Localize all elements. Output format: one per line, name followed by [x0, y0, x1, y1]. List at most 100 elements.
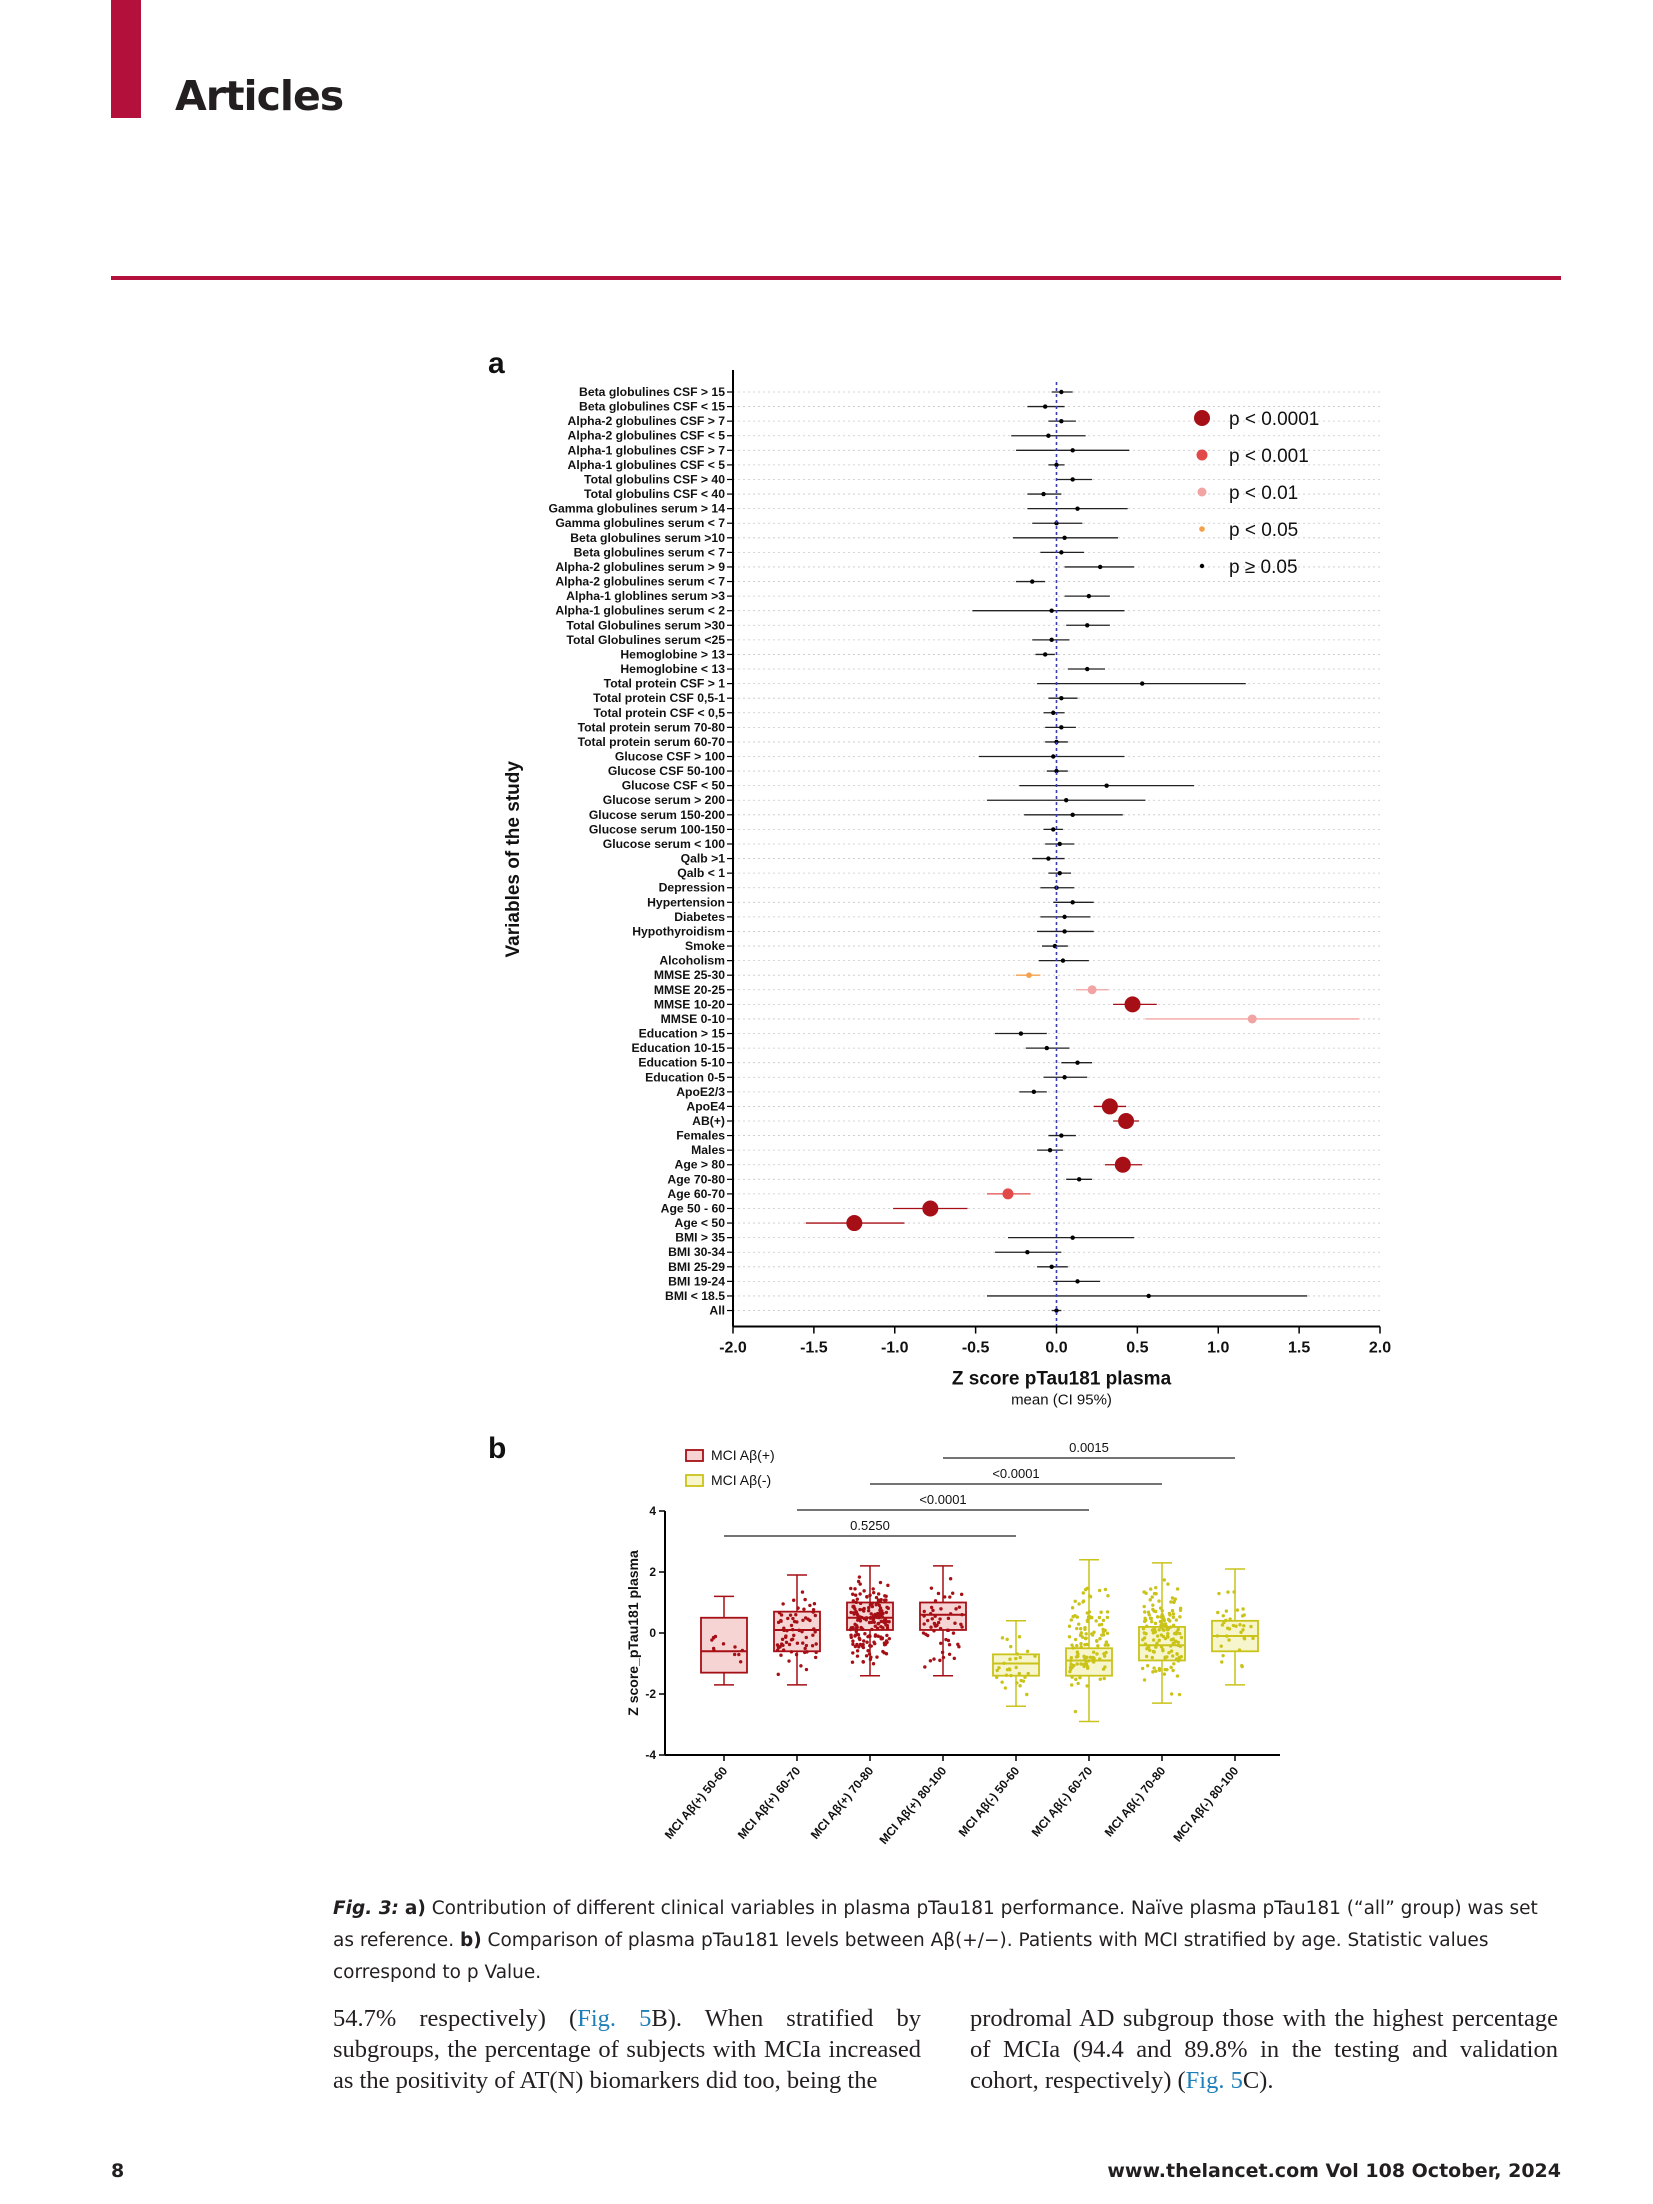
- data-point: [1081, 1662, 1086, 1667]
- data-point: [1175, 1587, 1180, 1591]
- data-point: [941, 1655, 946, 1660]
- data-point: [929, 1605, 934, 1610]
- data-point: [868, 1643, 872, 1648]
- data-point: [803, 1597, 807, 1602]
- data-point: [1152, 1626, 1156, 1631]
- data-point: [1076, 1681, 1080, 1686]
- data-point: [796, 1606, 800, 1610]
- data-point: [1228, 1617, 1232, 1621]
- data-point: [1106, 1593, 1110, 1598]
- mean-point: [1075, 1060, 1080, 1065]
- data-point: [711, 1646, 716, 1651]
- data-point: [1149, 1619, 1154, 1624]
- mean-point: [1060, 958, 1066, 963]
- mean-point: [1247, 1014, 1257, 1024]
- data-point: [1014, 1665, 1018, 1670]
- mean-point: [1018, 1031, 1024, 1036]
- data-point: [1150, 1655, 1154, 1660]
- data-point: [1142, 1590, 1146, 1594]
- data-point: [781, 1602, 785, 1606]
- y-tick-label: Glucose CSF > 100: [615, 750, 725, 764]
- mean-point: [1049, 1264, 1054, 1269]
- mean-point: [1046, 433, 1051, 438]
- data-point: [1103, 1643, 1107, 1647]
- data-point: [862, 1589, 866, 1593]
- data-point: [1158, 1606, 1163, 1610]
- y-tick-label: Age > 80: [675, 1158, 726, 1172]
- data-point: [1104, 1640, 1109, 1644]
- data-point: [1167, 1651, 1171, 1655]
- y-tick-label: Education 0-5: [645, 1070, 725, 1084]
- data-point: [1105, 1615, 1110, 1620]
- data-point: [851, 1592, 855, 1596]
- data-point: [1220, 1660, 1224, 1664]
- y-tick-label: Hypertension: [647, 895, 725, 909]
- data-point: [1095, 1652, 1099, 1656]
- y-tick-label: MMSE 20-25: [654, 983, 725, 997]
- data-point: [1074, 1677, 1078, 1682]
- data-point: [810, 1643, 815, 1648]
- data-point: [805, 1650, 809, 1654]
- y-tick-label: Total protein serum 60-70: [578, 735, 726, 749]
- mean-point: [1087, 985, 1097, 995]
- data-point: [884, 1610, 889, 1615]
- data-point: [861, 1642, 865, 1647]
- y-tick-label: Qalb < 1: [677, 866, 725, 880]
- data-point: [849, 1633, 853, 1637]
- y-tick-label: Total globulins CSF < 40: [584, 487, 725, 501]
- y-tick-label: Education 10-15: [632, 1041, 726, 1055]
- data-point: [1159, 1625, 1163, 1629]
- data-point: [854, 1600, 859, 1605]
- x-tick-label: -0.5: [962, 1340, 990, 1357]
- data-point: [1023, 1675, 1027, 1679]
- data-point: [1157, 1599, 1161, 1603]
- data-point: [1175, 1630, 1179, 1634]
- data-point: [1025, 1692, 1029, 1697]
- data-point: [861, 1608, 865, 1612]
- x-tick-label: 0.5: [1126, 1340, 1148, 1357]
- y-tick-label: Education 5-10: [638, 1056, 725, 1070]
- mean-point: [1031, 1089, 1037, 1095]
- mean-point: [1051, 827, 1056, 832]
- data-point: [1242, 1637, 1247, 1641]
- panel-b-letter: b: [488, 1432, 507, 1465]
- y-tick-label: Glucose serum < 100: [603, 837, 726, 851]
- data-point: [872, 1590, 876, 1595]
- y-axis-title: Variables of the study: [503, 761, 524, 958]
- data-point: [855, 1597, 860, 1601]
- data-point: [1004, 1673, 1009, 1677]
- data-point: [1162, 1628, 1166, 1632]
- data-point: [938, 1658, 942, 1663]
- data-point: [1153, 1621, 1158, 1626]
- mean-point: [1002, 1188, 1014, 1200]
- data-point: [787, 1642, 792, 1647]
- data-point: [885, 1605, 889, 1609]
- data-point: [1157, 1628, 1161, 1632]
- figure-link[interactable]: Fig. 5: [577, 2005, 652, 2032]
- data-point: [930, 1617, 934, 1621]
- data-point: [1021, 1679, 1026, 1683]
- data-point: [1242, 1624, 1246, 1628]
- mean-point: [1124, 996, 1141, 1013]
- data-point: [775, 1648, 780, 1652]
- data-point: [1090, 1615, 1094, 1620]
- data-point: [868, 1633, 872, 1638]
- data-point: [879, 1619, 883, 1624]
- data-point: [1025, 1649, 1030, 1654]
- figure-link[interactable]: Fig. 5: [1185, 2067, 1243, 2094]
- data-point: [933, 1624, 938, 1628]
- data-point: [881, 1611, 885, 1616]
- data-point: [922, 1622, 926, 1626]
- mean-point: [1086, 593, 1092, 599]
- y-tick-label: Depression: [659, 881, 725, 895]
- data-point: [1070, 1606, 1075, 1610]
- data-point: [876, 1592, 881, 1596]
- data-point: [871, 1587, 875, 1591]
- data-point: [1219, 1644, 1223, 1648]
- data-point: [1101, 1667, 1106, 1671]
- data-point: [864, 1654, 869, 1658]
- mean-point: [1025, 1250, 1030, 1255]
- mean-point: [1049, 637, 1054, 643]
- x-tick-label: MCI Aβ(-) 50-60: [956, 1764, 1023, 1840]
- data-point: [803, 1616, 808, 1620]
